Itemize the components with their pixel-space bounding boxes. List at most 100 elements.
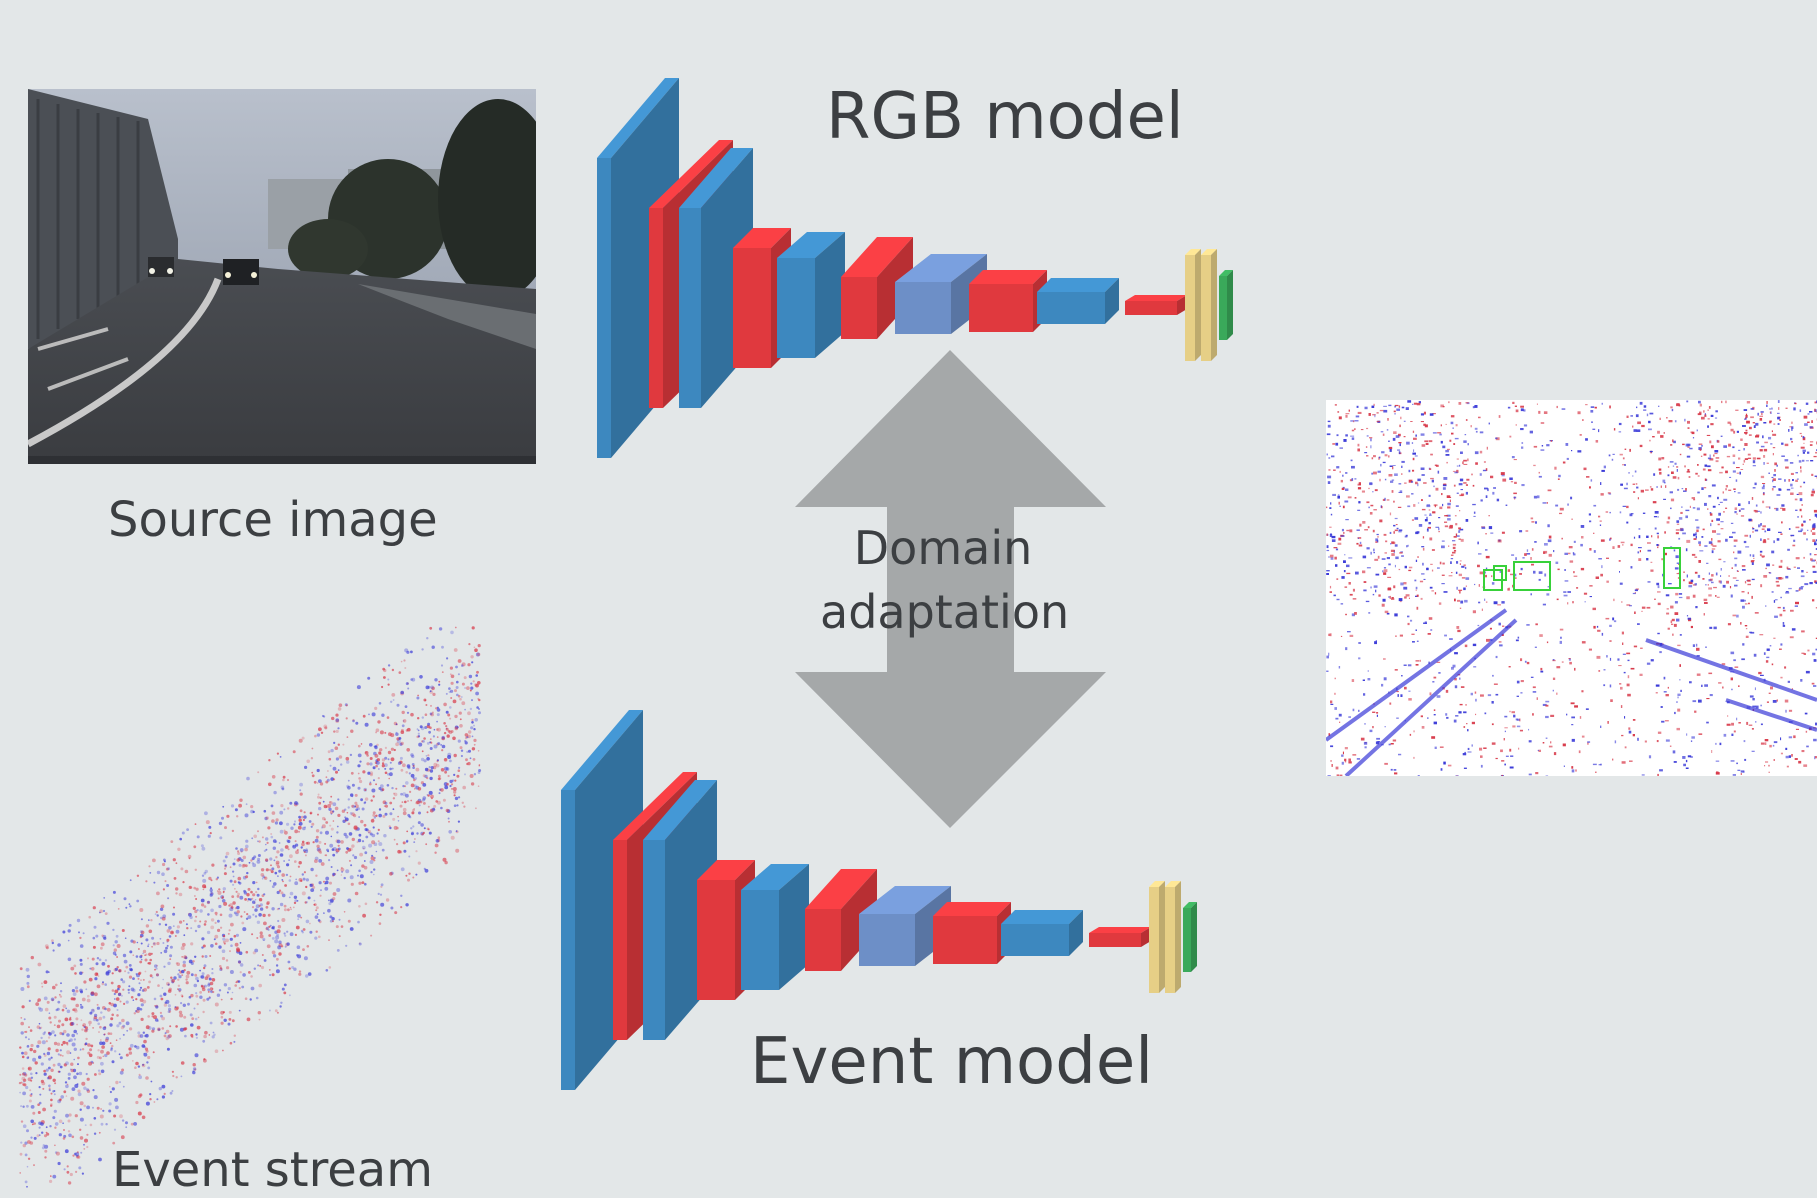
- event-point: [373, 868, 375, 870]
- event-point: [212, 1035, 215, 1038]
- event-point: [362, 840, 364, 842]
- event-point: [59, 1071, 61, 1073]
- event-pixel: [1577, 450, 1581, 452]
- event-point: [370, 782, 372, 784]
- event-point: [443, 799, 446, 802]
- event-point: [20, 1105, 22, 1107]
- event-point: [359, 761, 361, 763]
- event-pixel: [1797, 567, 1800, 569]
- event-point: [171, 979, 175, 983]
- event-point: [359, 834, 362, 837]
- event-point: [258, 984, 262, 988]
- event-point: [160, 917, 163, 920]
- event-pixel: [1806, 671, 1810, 674]
- event-point: [299, 783, 303, 787]
- event-pixel: [1511, 481, 1513, 482]
- event-pixel: [1748, 603, 1750, 605]
- event-pixel: [1695, 583, 1698, 585]
- event-point: [400, 805, 403, 808]
- event-pixel: [1517, 696, 1519, 697]
- event-pixel: [1647, 414, 1648, 417]
- event-pixel: [1737, 431, 1739, 433]
- event-point: [314, 937, 317, 940]
- event-point: [234, 984, 237, 987]
- domain-adaptation-label: Domain adaptation: [820, 516, 1066, 644]
- event-pixel: [1459, 539, 1461, 540]
- event-pixel: [1647, 607, 1651, 609]
- event-pixel: [1388, 588, 1392, 591]
- event-pixel: [1426, 517, 1427, 519]
- event-pixel: [1742, 569, 1746, 571]
- event-point: [170, 1092, 173, 1095]
- event-pixel: [1593, 533, 1594, 534]
- event-point: [381, 714, 384, 717]
- event-pixel: [1353, 709, 1355, 712]
- event-pixel: [1718, 524, 1720, 526]
- event-point: [432, 693, 435, 696]
- event-pixel: [1675, 601, 1678, 603]
- event-pixel: [1696, 536, 1697, 539]
- event-pixel: [1803, 482, 1805, 484]
- event-point: [56, 1009, 58, 1011]
- event-pixel: [1465, 645, 1468, 648]
- event-pixel: [1354, 478, 1356, 479]
- event-point: [142, 1116, 146, 1120]
- event-pixel: [1701, 685, 1703, 687]
- event-point: [268, 934, 271, 937]
- event-pixel: [1464, 564, 1466, 566]
- event-pixel: [1514, 497, 1517, 499]
- event-point: [167, 945, 169, 947]
- event-pixel: [1626, 653, 1630, 655]
- event-point: [264, 959, 267, 962]
- event-point: [41, 1062, 44, 1065]
- event-point: [317, 913, 319, 915]
- event-pixel: [1439, 531, 1440, 532]
- event-point: [86, 1134, 88, 1136]
- event-point: [51, 1030, 55, 1034]
- event-point: [49, 1180, 52, 1183]
- event-point: [346, 757, 350, 761]
- event-pixel: [1679, 597, 1683, 598]
- event-pixel: [1807, 530, 1808, 531]
- event-pixel: [1724, 734, 1727, 737]
- event-pixel: [1778, 478, 1781, 480]
- event-point: [239, 987, 241, 989]
- event-point: [172, 913, 175, 916]
- event-pixel: [1339, 416, 1342, 419]
- event-pixel: [1415, 482, 1418, 485]
- event-pixel: [1661, 706, 1663, 708]
- event-pixel: [1389, 703, 1391, 705]
- event-point: [228, 987, 231, 990]
- event-pixel: [1395, 544, 1398, 546]
- event-pixel: [1384, 498, 1385, 501]
- event-pixel: [1750, 416, 1754, 418]
- event-point: [370, 860, 374, 864]
- event-pixel: [1399, 552, 1402, 553]
- event-pixel: [1553, 690, 1554, 692]
- event-point: [100, 1050, 104, 1054]
- event-point: [36, 1045, 39, 1048]
- event-pixel: [1626, 506, 1629, 508]
- event-pixel: [1363, 680, 1365, 682]
- event-point: [80, 1152, 82, 1154]
- event-pixel: [1656, 583, 1659, 585]
- event-pixel: [1666, 694, 1669, 696]
- event-pixel: [1467, 459, 1468, 462]
- event-pixel: [1355, 572, 1359, 575]
- event-pixel: [1746, 421, 1750, 424]
- event-point: [327, 779, 330, 782]
- event-point: [236, 949, 240, 953]
- event-pixel: [1658, 516, 1659, 518]
- event-pixel: [1676, 555, 1679, 558]
- event-pixel: [1769, 745, 1772, 748]
- event-point: [286, 863, 289, 866]
- event-point: [346, 717, 348, 719]
- event-pixel: [1685, 488, 1687, 491]
- event-pixel: [1704, 487, 1706, 488]
- event-pixel: [1331, 764, 1333, 767]
- event-point: [112, 989, 115, 992]
- event-pixel: [1445, 525, 1448, 527]
- event-point: [241, 986, 244, 989]
- event-point: [32, 1124, 34, 1126]
- event-pixel: [1412, 453, 1416, 455]
